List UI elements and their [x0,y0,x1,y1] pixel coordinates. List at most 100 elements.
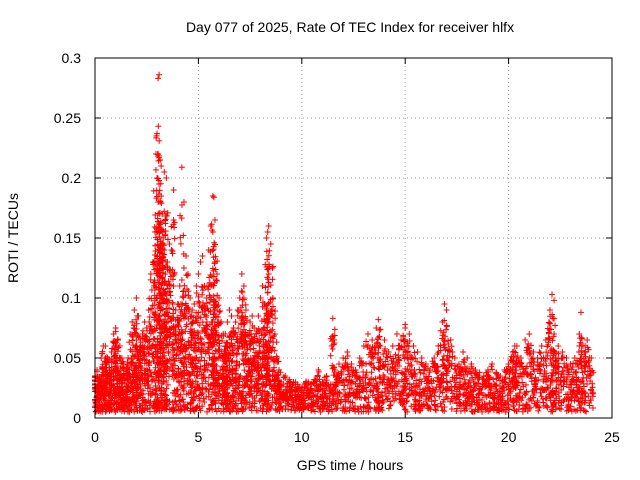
data-point [127,331,134,337]
data-point [526,331,533,337]
data-point [563,355,570,361]
data-point [116,343,123,349]
data-point [170,283,177,289]
x-tick-label: 25 [604,429,620,445]
data-point [151,229,158,235]
data-point [302,379,309,385]
data-point [422,361,429,367]
y-tick-label: 0.05 [54,350,81,366]
data-point [112,325,119,331]
data-point [509,349,516,355]
data-point [464,355,471,361]
data-point [131,307,138,313]
data-point [176,283,183,289]
data-point [251,325,258,331]
data-point [398,337,405,343]
data-point [559,349,566,355]
data-point [530,349,537,355]
data-point [447,337,454,343]
data-point [149,259,156,265]
y-axis-label: ROTI / TECUs [5,193,21,283]
data-point [263,307,270,313]
data-point [567,361,574,367]
data-point [286,376,293,383]
data-point [222,343,229,349]
data-point [178,164,185,171]
data-point [441,301,448,307]
data-point [265,223,272,229]
data-point [584,337,591,343]
data-point [154,175,161,181]
data-point [174,301,181,307]
data-point [580,343,587,349]
data-point [522,337,529,343]
data-point [154,130,161,137]
data-point [393,331,400,337]
data-point [319,379,326,385]
data-point [588,355,595,361]
data-point [228,313,235,319]
data-point [210,194,217,201]
data-point [443,307,450,313]
data-point [555,343,562,349]
y-tick-label: 0.15 [54,230,81,246]
data-point [571,355,578,361]
data-point [323,373,330,379]
data-point [193,283,200,289]
data-point [551,297,558,304]
data-point [269,295,276,301]
data-point [203,295,210,301]
data-point [245,331,252,337]
data-point [472,367,479,373]
data-point [538,343,545,349]
data-point [139,331,146,337]
data-point [489,361,496,367]
data-point [501,367,508,373]
data-point [255,313,262,319]
data-point [141,319,148,325]
data-point [205,247,212,253]
data-point [549,291,556,298]
data-point [385,349,392,355]
data-point [265,271,272,277]
data-point [575,349,582,355]
data-point [106,367,113,373]
data-point [327,381,334,388]
data-point [133,295,140,301]
data-point [214,271,221,277]
data-point [298,385,305,391]
data-point [187,295,194,301]
data-point [216,295,223,301]
data-point [199,253,206,259]
data-point [518,355,525,361]
data-point [348,361,355,367]
x-tick-label: 20 [501,429,517,445]
data-point [166,241,173,247]
data-point [185,271,192,277]
data-point [147,271,154,277]
data-point [172,307,179,313]
data-point [120,361,127,367]
data-point [211,217,218,223]
data-point [294,381,301,388]
data-point [511,343,518,349]
data-point [451,355,458,361]
data-point [480,373,487,379]
data-point [406,331,413,337]
data-point [427,367,434,373]
data-point [232,319,239,325]
data-point [234,307,241,313]
data-point [261,301,268,307]
data-point [273,355,280,361]
data-point [375,316,382,323]
data-point [240,295,247,301]
data-point [542,337,549,343]
data-point [257,295,264,301]
y-tick-label: 0 [73,410,81,426]
data-point [276,367,283,373]
data-point [108,349,115,355]
data-point [329,315,336,322]
data-point [505,361,512,367]
data-point [226,307,233,313]
